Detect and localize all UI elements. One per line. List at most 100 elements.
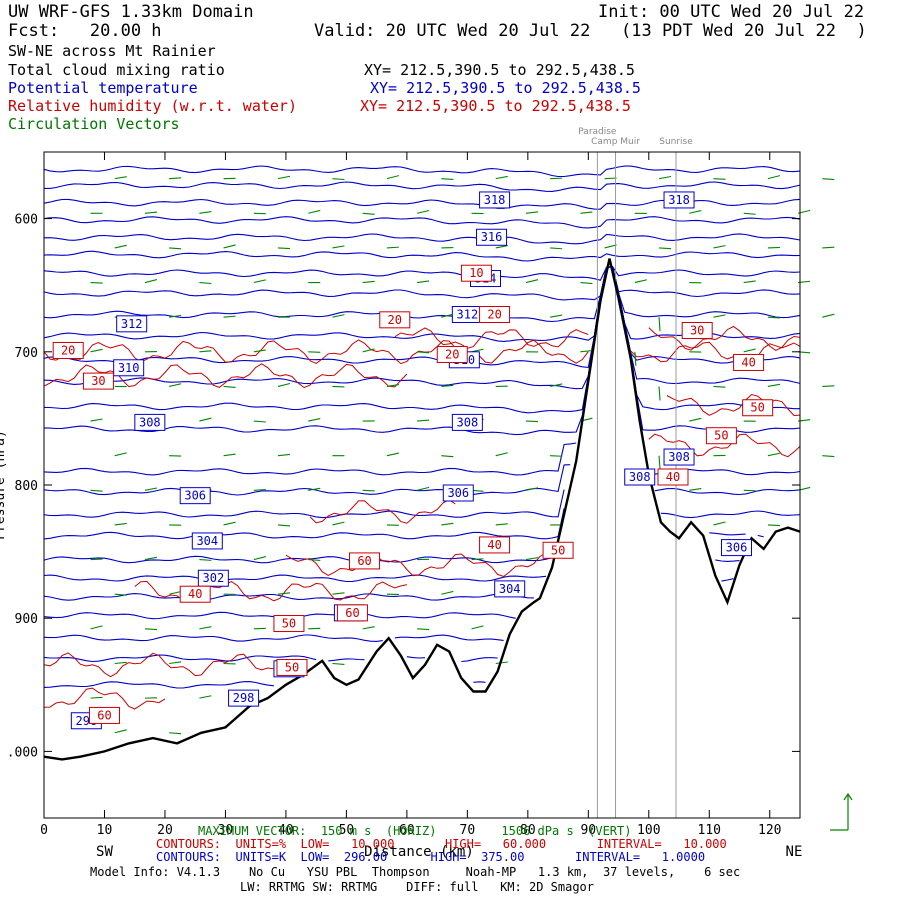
rh-contour-label: 50	[285, 660, 299, 674]
x-tick-label: 0	[40, 823, 48, 838]
circulation-vector	[689, 417, 702, 422]
circulation-vector	[634, 351, 637, 366]
model-title: UW WRF-GFS 1.33km Domain	[8, 2, 254, 22]
circulation-vector	[525, 279, 539, 284]
y-axis-label: Pressure (hPa)	[0, 430, 8, 540]
theta-contour-label: 304	[499, 582, 521, 596]
theta-contour-label: 306	[726, 541, 748, 555]
circulation-vector	[169, 590, 182, 595]
circulation-vector	[550, 314, 563, 318]
circulation-vector	[144, 211, 158, 214]
theta-contour-label: 308	[629, 470, 651, 484]
circulation-vector	[767, 383, 780, 387]
x-tick-label: 20	[157, 823, 173, 838]
rh-contour-info: CONTOURS: UNITS=% LOW= 10.000 HIGH= 60.0…	[156, 837, 727, 851]
rh-contour-label-box	[705, 427, 737, 445]
field-vectors: Circulation Vectors	[8, 115, 180, 133]
circulation-vector	[90, 348, 103, 353]
circulation-vector	[658, 247, 672, 250]
rh-contour-label-box	[336, 604, 368, 622]
theta-contour-line	[43, 464, 801, 496]
circulation-vector	[308, 209, 321, 214]
circulation-vector	[822, 178, 835, 181]
circulation-vector	[550, 383, 563, 387]
circulation-vector	[386, 175, 400, 180]
circulation-vector	[417, 351, 430, 354]
circulation-vector	[332, 314, 345, 318]
theta-contour-line	[43, 233, 801, 245]
rh-contour-label: 60	[357, 554, 371, 568]
x-tick-label: 10	[97, 823, 113, 838]
rh-contour-label: 30	[91, 374, 105, 388]
circulation-vector	[332, 178, 345, 181]
circulation-vector	[767, 316, 780, 319]
x-tick-label: 100	[637, 823, 660, 838]
theta-contour-label-box	[197, 569, 229, 587]
theta-contour-label-box	[663, 448, 695, 466]
circulation-vector	[308, 627, 321, 630]
rh-contour-label: 40	[666, 470, 680, 484]
circulation-vector	[386, 384, 399, 387]
circulation-vector	[253, 627, 266, 630]
y-tick-label: 800	[15, 479, 38, 494]
circulation-vector	[767, 452, 781, 457]
circulation-vector	[114, 452, 127, 457]
field-cloud: Total cloud mixing ratio	[8, 61, 225, 79]
circulation-vector	[362, 626, 375, 630]
valid-time: Valid: 20 UTC Wed 20 Jul 22 (13 PDT Wed …	[314, 21, 867, 41]
rh-contour-label: 20	[388, 313, 402, 327]
circulation-vector	[199, 559, 212, 561]
circulation-vector	[277, 524, 291, 527]
circulation-vector	[144, 556, 158, 561]
rh-contour-label: 60	[345, 606, 359, 620]
circulation-vector	[525, 487, 539, 491]
circulation-vector	[90, 418, 103, 422]
theta-contour-label-box	[720, 539, 752, 557]
circulation-vector	[144, 628, 157, 631]
place-label-sunrise: Sunrise	[659, 137, 693, 147]
x-tick-label: 90	[580, 823, 596, 838]
field-rh: Relative humidity (w.r.t. water)	[8, 97, 297, 115]
circulation-vector	[822, 313, 835, 318]
theta-contour-label: 312	[457, 308, 479, 322]
circulation-vector	[114, 522, 127, 526]
circulation-vector	[441, 455, 454, 458]
circulation-vector	[169, 314, 182, 318]
circulation-vector	[495, 661, 508, 665]
model-info-physics: LW: RRTMG SW: RRTMG DIFF: full KM: 2D Sm…	[240, 880, 595, 894]
circulation-vector	[362, 348, 375, 353]
init-time: Init: 00 UTC Wed 20 Jul 22	[598, 2, 865, 22]
x-tick-label: 120	[758, 823, 781, 838]
circulation-vector	[308, 351, 321, 353]
circulation-vector	[277, 247, 291, 250]
circulation-vector	[308, 417, 321, 422]
circulation-vector	[308, 559, 321, 562]
rh-contour-line	[134, 580, 408, 603]
rh-contour-label-box	[742, 399, 774, 417]
rh-contour-label-box	[460, 264, 492, 282]
x-tick-label: 50	[339, 823, 355, 838]
circulation-vector	[495, 245, 508, 249]
circulation-vector	[689, 210, 702, 214]
circulation-vector	[658, 317, 661, 332]
circulation-vector	[253, 420, 266, 423]
theta-contour-line	[43, 508, 764, 540]
circulation-vector	[580, 349, 593, 353]
max-vector: MAXIMUM VECTOR: 150 m s (HORIZ) 1506 dPa…	[198, 824, 632, 838]
rh-contour-label-box	[82, 372, 114, 390]
circulation-vector	[634, 279, 647, 284]
circulation-vector	[604, 177, 617, 180]
x-tick-label: 40	[278, 823, 294, 838]
circulation-vector	[169, 383, 182, 387]
rh-contour-label: 50	[714, 429, 728, 443]
circulation-vector	[362, 489, 375, 492]
circulation-vector	[253, 279, 266, 284]
rh-contour-label-box	[276, 658, 308, 676]
rh-contour-label: 40	[487, 538, 501, 552]
theta-contour-label-box	[113, 359, 145, 377]
circulation-vector	[90, 625, 103, 630]
circulation-vector	[199, 211, 212, 214]
theta-contour-line	[43, 574, 734, 583]
circulation-vector	[114, 593, 127, 596]
